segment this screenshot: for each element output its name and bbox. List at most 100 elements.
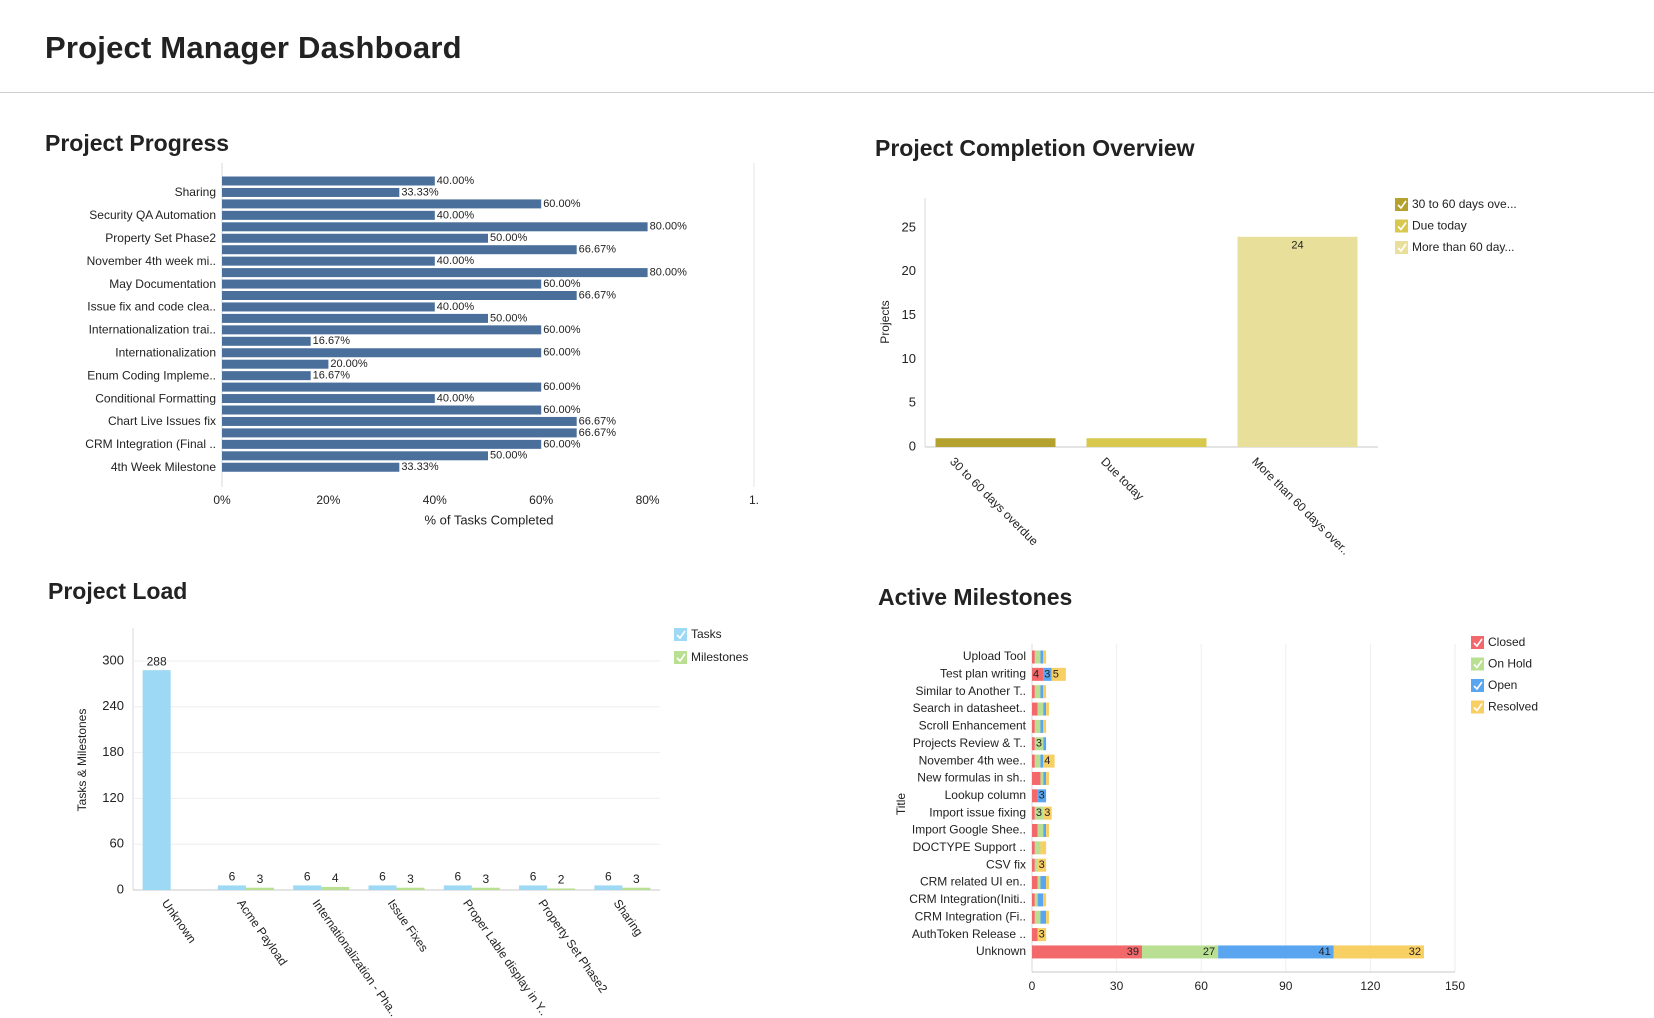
completion-legend-label[interactable]: Due today xyxy=(1412,219,1467,233)
progress-bar[interactable] xyxy=(222,279,542,289)
milestones-bar-segment[interactable] xyxy=(1037,893,1044,907)
milestones-legend-swatch[interactable] xyxy=(1471,700,1484,714)
milestones-bar-segment[interactable] xyxy=(1032,754,1035,768)
milestones-bar-segment[interactable] xyxy=(1034,858,1038,872)
milestones-bar-segment[interactable] xyxy=(1032,928,1038,942)
load-bar[interactable] xyxy=(396,887,425,890)
milestones-bar-segment[interactable] xyxy=(1034,806,1044,820)
load-bar[interactable] xyxy=(142,670,171,890)
milestones-bar-segment[interactable] xyxy=(1034,754,1041,768)
milestones-bar-segment[interactable] xyxy=(1032,737,1035,751)
load-bar[interactable] xyxy=(594,885,623,890)
milestones-bar-segment[interactable] xyxy=(1040,841,1047,855)
milestones-legend-swatch[interactable] xyxy=(1471,636,1484,649)
load-bar[interactable] xyxy=(547,888,576,890)
progress-bar[interactable] xyxy=(222,176,435,186)
milestones-bar-segment[interactable] xyxy=(1043,824,1047,837)
milestones-bar-segment[interactable] xyxy=(1040,719,1044,733)
load-bar[interactable] xyxy=(443,885,472,890)
load-bar[interactable] xyxy=(293,885,322,890)
milestones-bar-segment[interactable] xyxy=(1034,685,1041,699)
progress-bar[interactable] xyxy=(222,371,311,381)
milestones-bar-segment[interactable] xyxy=(1032,841,1035,855)
milestones-bar-segment[interactable] xyxy=(1032,771,1041,785)
progress-bar[interactable] xyxy=(222,382,542,392)
load-bar[interactable] xyxy=(471,887,500,890)
milestones-bar-segment[interactable] xyxy=(1032,876,1038,890)
milestones-bar-segment[interactable] xyxy=(1040,650,1044,664)
milestones-bar-segment[interactable] xyxy=(1043,667,1052,681)
milestones-bar-segment[interactable] xyxy=(1043,893,1047,907)
milestones-bar-segment[interactable] xyxy=(1037,789,1047,803)
milestones-bar-segment[interactable] xyxy=(1034,893,1038,907)
milestones-bar-segment[interactable] xyxy=(1043,719,1047,733)
progress-bar[interactable] xyxy=(222,325,542,335)
milestones-bar-segment[interactable] xyxy=(1034,910,1041,924)
progress-bar[interactable] xyxy=(222,302,435,312)
milestones-bar-segment[interactable] xyxy=(1037,876,1041,890)
milestones-bar-segment[interactable] xyxy=(1037,702,1044,716)
milestones-bar-segment[interactable] xyxy=(1043,685,1047,699)
load-legend-label[interactable]: Tasks xyxy=(691,627,722,641)
load-bar[interactable] xyxy=(622,887,651,890)
milestones-bar-segment[interactable] xyxy=(1040,876,1047,890)
load-bar[interactable] xyxy=(245,887,274,890)
progress-bar[interactable] xyxy=(222,428,577,438)
milestones-bar-segment[interactable] xyxy=(1034,737,1044,751)
milestones-bar-segment[interactable] xyxy=(1034,841,1041,855)
milestones-bar-segment[interactable] xyxy=(1032,858,1035,872)
milestones-bar-segment[interactable] xyxy=(1032,719,1035,733)
milestones-bar-segment[interactable] xyxy=(1032,789,1038,803)
milestones-bar-segment[interactable] xyxy=(1046,876,1049,890)
milestones-bar-segment[interactable] xyxy=(1034,719,1041,733)
milestones-bar-segment[interactable] xyxy=(1043,806,1052,820)
milestones-bar-segment[interactable] xyxy=(1032,650,1035,664)
milestones-bar-segment[interactable] xyxy=(1032,667,1044,681)
milestones-bar-segment[interactable] xyxy=(1032,824,1038,837)
milestones-bar-segment[interactable] xyxy=(1040,910,1047,924)
milestones-legend-label[interactable]: Open xyxy=(1488,678,1517,692)
milestones-bar-segment[interactable] xyxy=(1046,702,1049,716)
load-bar[interactable] xyxy=(519,885,548,890)
progress-bar[interactable] xyxy=(222,256,435,266)
progress-bar[interactable] xyxy=(222,268,648,278)
load-legend-label[interactable]: Milestones xyxy=(691,650,748,664)
milestones-bar-segment[interactable] xyxy=(1043,702,1047,716)
milestones-bar-segment[interactable] xyxy=(1043,737,1047,751)
milestones-bar-segment[interactable] xyxy=(1046,771,1049,785)
progress-bar[interactable] xyxy=(222,405,542,415)
progress-bar[interactable] xyxy=(222,313,488,323)
milestones-bar-segment[interactable] xyxy=(1043,754,1055,768)
progress-bar[interactable] xyxy=(222,348,542,358)
milestones-bar-segment[interactable] xyxy=(1034,650,1041,664)
milestones-bar-segment[interactable] xyxy=(1040,754,1044,768)
milestones-bar-segment[interactable] xyxy=(1032,893,1035,907)
milestones-bar-segment[interactable] xyxy=(1043,650,1047,664)
milestones-bar-segment[interactable] xyxy=(1333,945,1424,959)
milestones-legend-label[interactable]: Resolved xyxy=(1488,700,1538,714)
milestones-bar-segment[interactable] xyxy=(1032,945,1142,959)
completion-bar[interactable] xyxy=(935,438,1056,447)
milestones-bar-segment[interactable] xyxy=(1046,824,1049,837)
milestones-bar-segment[interactable] xyxy=(1051,667,1066,681)
milestones-bar-segment[interactable] xyxy=(1046,910,1049,924)
progress-bar[interactable] xyxy=(222,439,542,449)
completion-legend-swatch[interactable] xyxy=(1395,219,1408,233)
completion-bar[interactable] xyxy=(1086,438,1207,447)
progress-bar[interactable] xyxy=(222,199,542,209)
progress-bar[interactable] xyxy=(222,187,400,197)
milestones-bar-segment[interactable] xyxy=(1037,858,1047,872)
milestones-legend-swatch[interactable] xyxy=(1471,657,1484,671)
milestones-bar-segment[interactable] xyxy=(1032,806,1035,820)
load-bar[interactable] xyxy=(217,885,246,890)
progress-bar[interactable] xyxy=(222,210,435,220)
load-bar[interactable] xyxy=(368,885,397,890)
milestones-bar-segment[interactable] xyxy=(1037,928,1047,942)
milestones-bar-segment[interactable] xyxy=(1141,945,1219,959)
milestones-bar-segment[interactable] xyxy=(1032,910,1035,924)
milestones-legend-swatch[interactable] xyxy=(1471,679,1484,692)
milestones-bar-segment[interactable] xyxy=(1032,702,1038,716)
load-bar[interactable] xyxy=(321,886,350,890)
load-legend-swatch[interactable] xyxy=(674,651,687,664)
progress-bar[interactable] xyxy=(222,462,400,472)
